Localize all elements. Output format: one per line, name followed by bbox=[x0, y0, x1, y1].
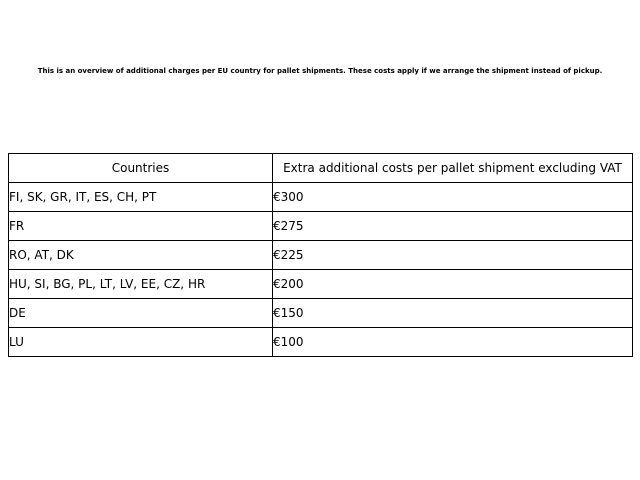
column-header-countries: Countries bbox=[8, 153, 273, 183]
cost-cell: €225 bbox=[272, 240, 633, 270]
cost-cell: €275 bbox=[272, 211, 633, 241]
cost-cell: €200 bbox=[272, 269, 633, 299]
table-row: FR €275 bbox=[8, 211, 633, 241]
table-row: DE €150 bbox=[8, 298, 633, 328]
charges-table: Countries Extra additional costs per pal… bbox=[8, 153, 633, 357]
column-header-costs: Extra additional costs per pallet shipme… bbox=[272, 153, 633, 183]
header-row: Countries Extra additional costs per pal… bbox=[8, 153, 633, 183]
caption-text: This is an overview of additional charge… bbox=[37, 67, 603, 75]
countries-cell: RO, AT, DK bbox=[8, 240, 273, 270]
countries-cell: FR bbox=[8, 211, 273, 241]
countries-cell: LU bbox=[8, 327, 273, 357]
table-row: HU, SI, BG, PL, LT, LV, EE, CZ, HR €200 bbox=[8, 269, 633, 299]
table-row: RO, AT, DK €225 bbox=[8, 240, 633, 270]
cost-cell: €100 bbox=[272, 327, 633, 357]
countries-cell: FI, SK, GR, IT, ES, CH, PT bbox=[8, 182, 273, 212]
table-row: LU €100 bbox=[8, 327, 633, 357]
countries-cell: DE bbox=[8, 298, 273, 328]
cost-cell: €300 bbox=[272, 182, 633, 212]
cost-cell: €150 bbox=[272, 298, 633, 328]
countries-cell: HU, SI, BG, PL, LT, LV, EE, CZ, HR bbox=[8, 269, 273, 299]
table-row: FI, SK, GR, IT, ES, CH, PT €300 bbox=[8, 182, 633, 212]
